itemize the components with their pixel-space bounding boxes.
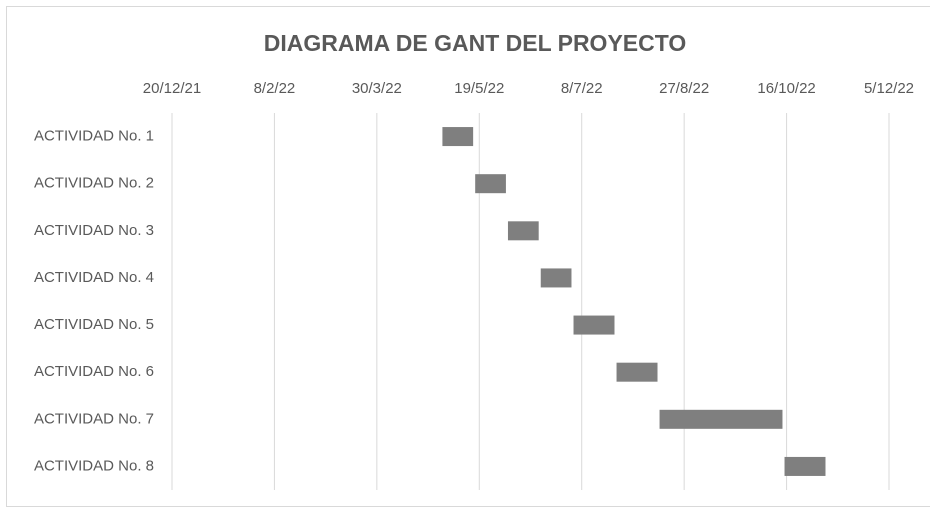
- bar: [784, 456, 826, 476]
- y-tick-label: ACTIVIDAD No. 3: [34, 222, 154, 239]
- bar: [540, 268, 572, 288]
- y-tick-label: ACTIVIDAD No. 8: [34, 457, 154, 474]
- x-tick-label: 20/12/21: [143, 80, 201, 97]
- chart-title: DIAGRAMA DE GANT DEL PROYECTO: [264, 30, 687, 56]
- y-tick-label: ACTIVIDAD No. 5: [34, 316, 154, 333]
- x-tick-label: 8/7/22: [561, 80, 603, 97]
- y-tick-label: ACTIVIDAD No. 1: [34, 128, 154, 145]
- bar: [616, 362, 658, 382]
- y-tick-label: ACTIVIDAD No. 6: [34, 363, 154, 380]
- y-tick-label: ACTIVIDAD No. 2: [34, 175, 154, 192]
- x-tick-label: 27/8/22: [659, 80, 709, 97]
- y-tick-label: ACTIVIDAD No. 7: [34, 410, 154, 427]
- y-tick-label: ACTIVIDAD No. 4: [34, 269, 154, 286]
- bar: [659, 409, 783, 429]
- bar: [507, 221, 539, 241]
- bar: [475, 174, 506, 194]
- x-tick-label: 5/12/22: [864, 80, 914, 97]
- x-tick-label: 8/2/22: [254, 80, 296, 97]
- bar: [442, 127, 474, 147]
- x-tick-label: 30/3/22: [352, 80, 402, 97]
- x-tick-label: 16/10/22: [757, 80, 815, 97]
- bar: [573, 315, 615, 335]
- x-tick-label: 19/5/22: [454, 80, 504, 97]
